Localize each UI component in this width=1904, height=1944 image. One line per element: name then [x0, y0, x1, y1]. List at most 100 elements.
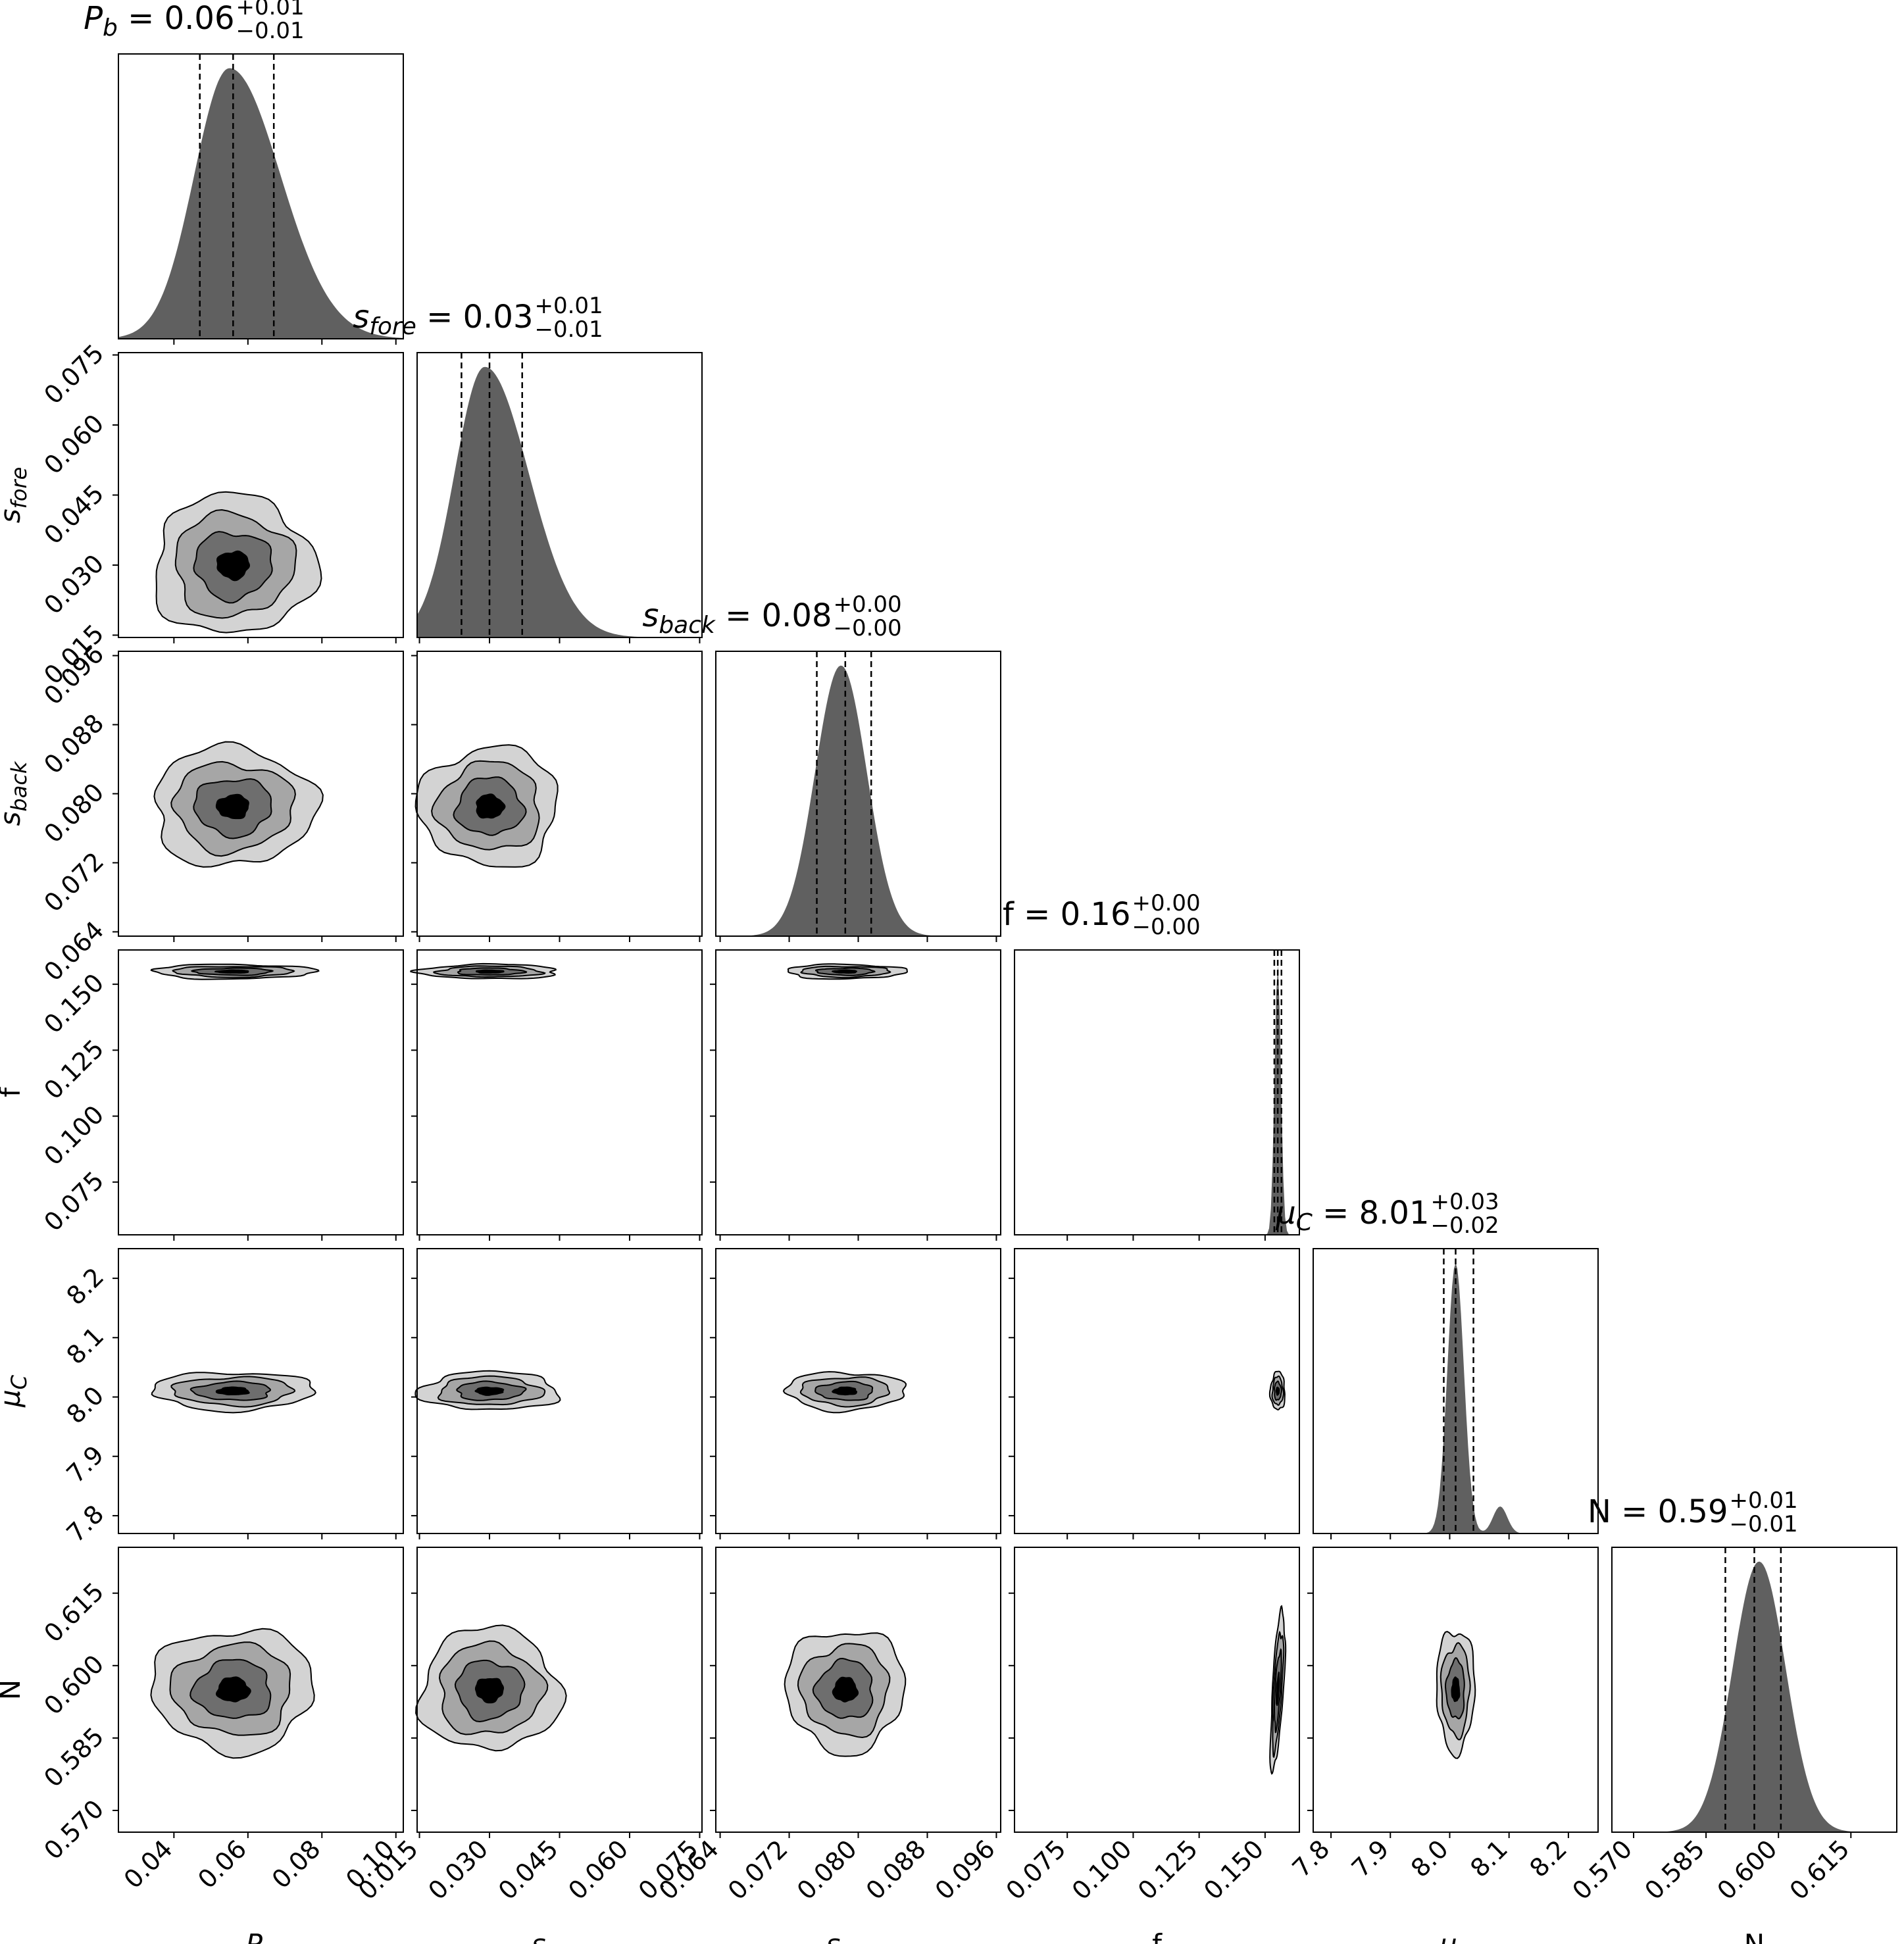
y-tick-label-sback-0: 0.064 — [38, 916, 109, 987]
y-axis-label-muC-sub: C — [7, 1374, 32, 1389]
contour-muC-N-3 — [1451, 1676, 1461, 1703]
x-axis-label-sback: sback — [826, 1928, 891, 1944]
y-axis-label-sfore: sfore — [0, 467, 32, 524]
panel-frame — [416, 949, 703, 1235]
x-tick-label-sfore-1: 0.030 — [422, 1834, 493, 1905]
y-tick-label-sfore-1: 0.030 — [38, 549, 109, 620]
panel-frame — [118, 53, 404, 339]
title-sub-sback: back — [659, 612, 716, 639]
panel-frame — [1014, 1547, 1300, 1833]
x-tick-label-N-0: 0.570 — [1566, 1834, 1638, 1905]
y-axis-label-f: f — [0, 1087, 26, 1097]
title-eq-muC: = 8.01 — [1313, 1195, 1430, 1232]
x-axis-label-Pb-sub: b — [263, 1941, 276, 1944]
panel-frame — [118, 1248, 404, 1534]
title-plus-Pb: +0.01 — [236, 0, 305, 20]
x-tick-label-N-1: 0.585 — [1639, 1834, 1710, 1905]
histogram-Pb — [118, 68, 403, 339]
contour-Pb-sfore-3 — [216, 550, 251, 582]
title-name-sback: s — [642, 597, 659, 634]
contour-sfore-sback-3 — [476, 793, 506, 819]
x-axis-label-Pb: Pb — [246, 1928, 276, 1944]
contour-sfore-muC-3 — [474, 1386, 505, 1396]
y-tick-label-muC-0: 7.8 — [61, 1499, 110, 1548]
y-tick-label-muC-3: 8.1 — [61, 1322, 110, 1370]
histogram-sfore — [417, 366, 702, 637]
title-eq-sfore: = 0.03 — [416, 299, 534, 336]
panel-sback-sfore — [411, 651, 703, 942]
x-tick-label-muC-4: 8.2 — [1524, 1834, 1572, 1883]
histogram-f — [1015, 965, 1299, 1235]
x-axis-label-sback-sub: back — [840, 1941, 891, 1944]
panel-frame — [1014, 949, 1300, 1235]
panel-frame — [715, 949, 1001, 1235]
x-axis-label-f: f — [1152, 1928, 1163, 1944]
title-muC: μC = 8.01 — [1275, 1195, 1429, 1236]
panel-muC-muC: μC = 8.01 +0.03−0.02 — [1275, 1189, 1599, 1539]
x-tick-label-muC-3: 8.1 — [1465, 1834, 1513, 1883]
title-name-Pb: P — [84, 0, 103, 37]
title-plus-f: +0.00 — [1132, 890, 1201, 916]
title-minus-f: −0.00 — [1132, 914, 1201, 940]
y-axis-label-N-main: N — [0, 1680, 26, 1700]
title-name-f: f — [1003, 896, 1015, 933]
contour-sfore-N-3 — [474, 1678, 504, 1704]
panel-muC-sback — [710, 1248, 1001, 1539]
title-plus-N: +0.01 — [1730, 1487, 1798, 1514]
x-axis-label-sfore: sfore — [532, 1928, 588, 1944]
x-axis-label-muC-main: μ — [1439, 1928, 1457, 1944]
x-tick-label-sback-2: 0.080 — [791, 1834, 863, 1905]
y-axis-label-sfore-sub: fore — [7, 467, 32, 509]
y-tick-label-muC-1: 7.9 — [61, 1440, 110, 1489]
y-tick-label-f-2: 0.125 — [38, 1034, 109, 1105]
y-tick-label-f-1: 0.100 — [38, 1100, 109, 1171]
title-sub-sfore: fore — [369, 313, 416, 340]
panel-frame — [118, 949, 404, 1235]
x-tick-label-sfore-2: 0.045 — [493, 1834, 564, 1905]
contour-f-N-3 — [1276, 1671, 1280, 1707]
panel-frame — [1313, 1248, 1599, 1534]
panel-frame — [1611, 1547, 1897, 1833]
y-axis-label-muC: μC — [0, 1374, 32, 1408]
title-eq-sback: = 0.08 — [715, 597, 832, 634]
y-tick-label-sback-2: 0.080 — [38, 778, 109, 849]
panel-frame — [1313, 1547, 1599, 1833]
x-tick-label-f-0: 0.075 — [1001, 1834, 1072, 1905]
panel-f-f: f = 0.16 +0.00−0.00 — [1003, 890, 1300, 1241]
y-tick-label-f-0: 0.075 — [38, 1166, 109, 1237]
x-tick-label-sback-4: 0.096 — [930, 1834, 1001, 1905]
panel-frame — [1014, 1248, 1300, 1534]
y-axis-label-N: N — [0, 1680, 26, 1700]
x-tick-label-Pb-1: 0.06 — [192, 1834, 252, 1894]
panel-muC-f — [1009, 1248, 1300, 1539]
y-tick-label-N-3: 0.615 — [38, 1577, 109, 1648]
contour-Pb-muC-3 — [215, 1386, 250, 1396]
panel-frame — [118, 1547, 404, 1833]
title-eq-N: = 0.59 — [1611, 1493, 1728, 1530]
title-sub-Pb: b — [103, 14, 118, 41]
title-plus-sfore: +0.01 — [535, 293, 603, 319]
x-axis-label-sfore-main: s — [532, 1928, 546, 1944]
x-tick-label-N-2: 0.600 — [1712, 1834, 1783, 1905]
panel-muC-Pb: 7.8 7.9 8.0 8.1 8.2 — [61, 1248, 404, 1548]
y-axis-label-f-main: f — [0, 1087, 26, 1097]
x-tick-label-sback-3: 0.088 — [861, 1834, 932, 1905]
title-name-muC: μ — [1275, 1195, 1296, 1232]
x-tick-label-Pb-2: 0.08 — [266, 1834, 326, 1894]
title-plus-muC: +0.03 — [1431, 1189, 1499, 1215]
panel-Pb-Pb: Pb = 0.06 +0.01−0.01 — [84, 0, 404, 345]
y-axis-label-muC-main: μ — [0, 1389, 26, 1408]
contour-sback-muC-3 — [832, 1386, 857, 1396]
title-name-sfore: s — [353, 299, 369, 336]
x-tick-label-sback-1: 0.072 — [722, 1834, 793, 1905]
panel-f-sfore — [410, 949, 703, 1241]
panel-N-N: N = 0.59 +0.01−0.01 0.570 0.585 0.600 0.615 — [1566, 1487, 1897, 1905]
contour-Pb-N-3 — [215, 1676, 251, 1703]
x-tick-label-muC-2: 8.0 — [1405, 1834, 1454, 1883]
